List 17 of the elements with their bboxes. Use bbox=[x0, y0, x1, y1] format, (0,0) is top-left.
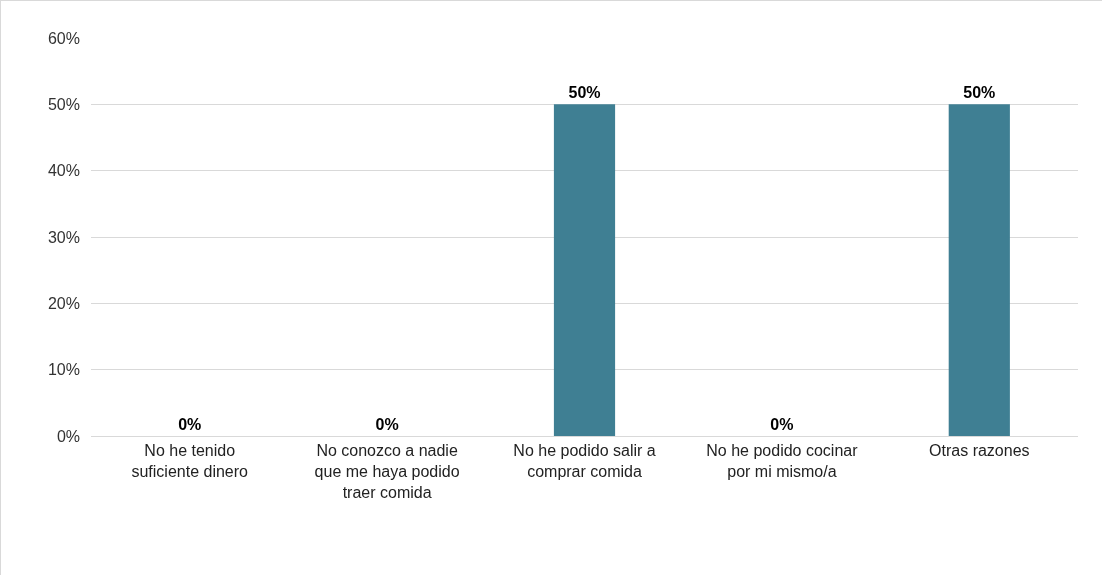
x-tick-label: No he podido salir a comprar comida bbox=[513, 442, 656, 480]
data-label: 50% bbox=[568, 84, 601, 102]
y-tick-label: 40% bbox=[47, 162, 80, 180]
data-label: 50% bbox=[963, 84, 996, 102]
y-tick-label: 20% bbox=[47, 294, 80, 312]
y-tick-label: 0% bbox=[56, 427, 80, 445]
data-label: 0% bbox=[375, 416, 399, 433]
x-tick-label: No conozco a nadie que me haya podido traer comida bbox=[314, 442, 460, 501]
data-label: 0% bbox=[770, 416, 794, 433]
y-tick-label: 60% bbox=[47, 29, 80, 47]
y-tick-label: 50% bbox=[47, 95, 80, 113]
x-tick-label: No he tenido suficiente dinero bbox=[131, 442, 249, 480]
x-tick-label: Otras razones bbox=[929, 442, 1030, 460]
x-tick-label: No he podido cocinar por mi mismo/a bbox=[706, 442, 859, 480]
data-label: 0% bbox=[178, 416, 202, 433]
y-tick-label: 10% bbox=[47, 361, 80, 379]
y-tick-label: 30% bbox=[47, 228, 80, 246]
